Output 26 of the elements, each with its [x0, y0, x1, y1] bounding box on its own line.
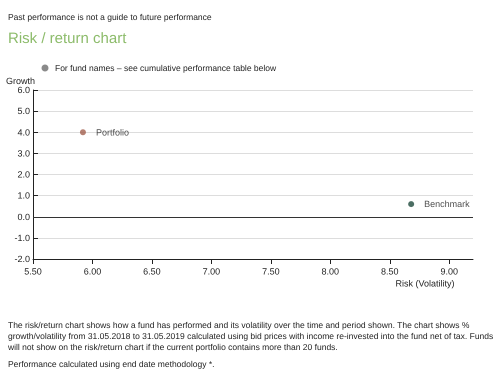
x-tick-label: 7.00	[202, 266, 220, 276]
y-tick-label: -1.0	[14, 232, 30, 243]
x-tick-label: 6.00	[84, 266, 102, 276]
y-tick-label: 4.0	[17, 127, 30, 138]
text: For fund names – see cumulative performance table below	[55, 63, 276, 74]
y-tick-label: 5.0	[17, 106, 30, 116]
series-label: Benchmark	[424, 199, 470, 210]
y-tick-label: 0.0	[17, 212, 30, 222]
x-tick-label: 9.00	[440, 266, 458, 276]
x-tick-label: 8.00	[322, 266, 340, 276]
y-tick-label: -2.0	[14, 254, 30, 264]
chart-title: Risk / return chart	[8, 30, 126, 47]
x-tick-label: 5.50	[24, 266, 42, 276]
text: Performance calculated using end date methodology *.	[8, 359, 214, 370]
y-tick-label: 3.0	[17, 148, 30, 158]
y-tick-label: 1.0	[17, 190, 30, 201]
x-axis-title: Risk (Volatility)	[395, 278, 455, 288]
x-tick-label: 6.50	[143, 266, 161, 276]
y-axis-title: Growth	[6, 76, 35, 86]
text: Past performance is not a guide to future performance	[8, 12, 212, 23]
y-tick-label: 2.0	[17, 170, 30, 180]
x-tick-label: 7.50	[262, 266, 280, 276]
x-tick-label: 8.50	[380, 266, 399, 276]
y-tick-label: 6.0	[17, 85, 30, 95]
series-label: Portfolio	[96, 127, 129, 138]
text: The risk/return chart shows how a fund has performed and its volatility over the time and period shown. The chart shows % growth/volatility from 31.05.2018 to 31.05.2019 calculated using bid prices with income re-invested into the fund net of tax. Funds will not show on the risk/return chart if the current portfolio contains more than 20 funds.	[8, 320, 494, 353]
